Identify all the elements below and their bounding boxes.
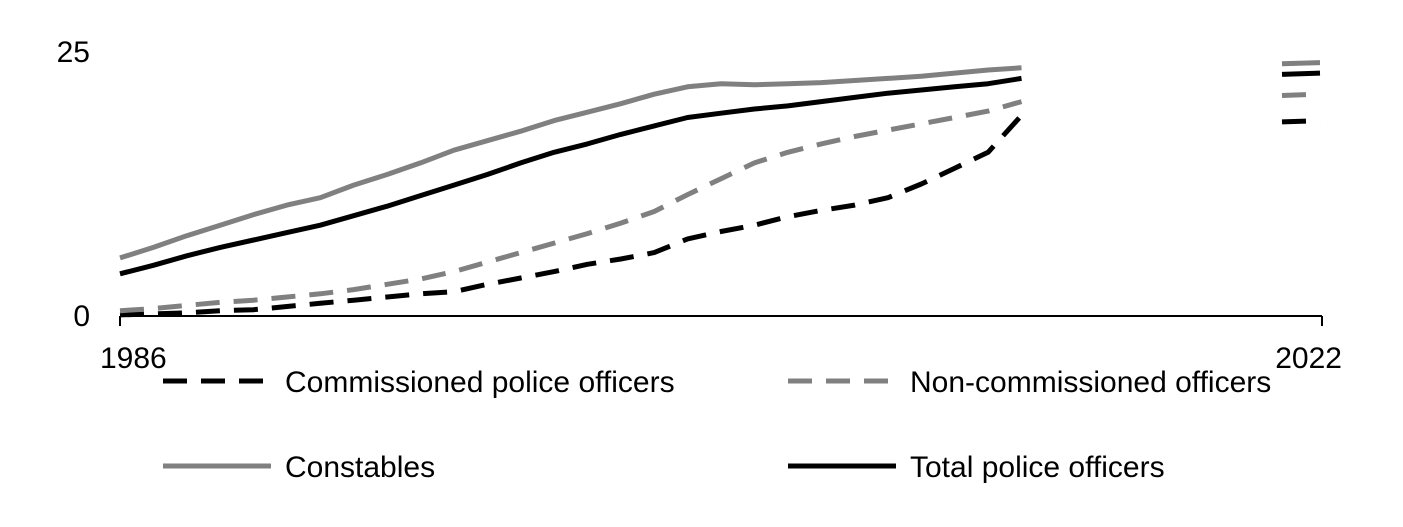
series-point-commissioned-police-officers-2022: [1281, 118, 1321, 125]
legend-label-commissioned-police-officers: Commissioned police officers: [285, 366, 675, 399]
series-point-total-police-officers-2022: [1281, 70, 1321, 77]
series-line-total-police-officers: [119, 75, 1022, 277]
x-tick-label-2022: 2022: [1275, 342, 1342, 375]
series-line-constables: [119, 65, 1022, 261]
series-point-non-commissioned-officers-2022: [1281, 91, 1321, 98]
y-tick-label-25: 25: [57, 36, 90, 69]
legend-item-non-commissioned-officers: Non-commissioned officers: [788, 366, 1271, 399]
series-layer: [119, 60, 1321, 318]
x-tick-label-1986: 1986: [100, 342, 167, 375]
series-line-non-commissioned-officers: [119, 99, 1023, 314]
legend-label-constables: Constables: [285, 451, 435, 484]
legend-label-non-commissioned-officers: Non-commissioned officers: [910, 366, 1271, 399]
series-point-constables-2022: [1281, 60, 1321, 67]
y-tick-label-0: 0: [73, 300, 90, 333]
legend-label-total-police-officers: Total police officers: [910, 451, 1165, 484]
axis-layer: 0 25 1986 2022: [57, 36, 1342, 375]
series-line-commissioned-police-officers: [119, 113, 1024, 318]
legend-item-commissioned-police-officers: Commissioned police officers: [163, 366, 675, 399]
legend-item-total-police-officers: Total police officers: [788, 451, 1165, 484]
legend-item-constables: Constables: [163, 451, 435, 484]
legend: Commissioned police officers Non-commissi…: [163, 366, 1271, 484]
